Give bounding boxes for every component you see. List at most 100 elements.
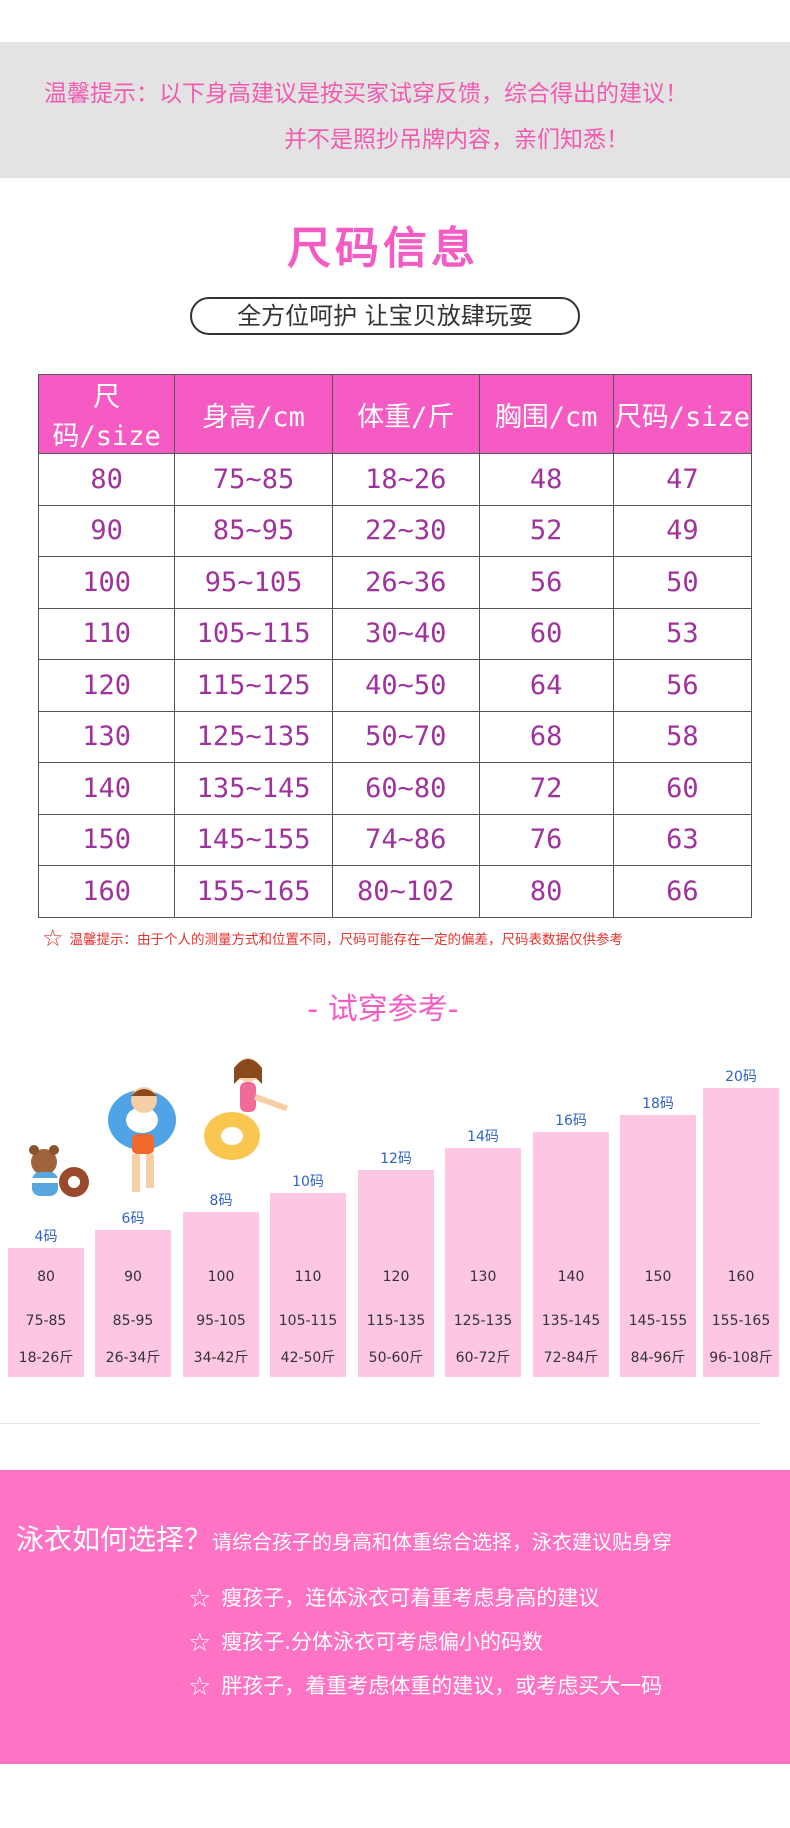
- table-cell: 68: [478, 710, 614, 763]
- table-cell: 64: [478, 659, 614, 712]
- try-on-bar: 100 95-105 34-42斤: [183, 1212, 259, 1377]
- table-cell: 135~145: [174, 762, 333, 815]
- bar-height-label: 135-145: [541, 1313, 601, 1329]
- table-cell: 58: [612, 710, 753, 763]
- table-header-row: 尺码/size 身高/cm 体重/斤 胸围/cm 尺码/size: [38, 374, 752, 454]
- table-cell: 49: [612, 504, 753, 557]
- bar-code-label: 8码: [209, 1193, 233, 1209]
- table-cell: 145~155: [174, 813, 333, 866]
- bar-code-label: 14码: [467, 1129, 499, 1145]
- bar-size-label: 80: [37, 1269, 55, 1285]
- swimsuit-guide: 泳衣如何选择？请综合孩子的身高和体重综合选择，泳衣建议贴身穿 ☆ 瘦孩子，连体泳衣…: [0, 1470, 790, 1764]
- table-cell: 110: [37, 607, 176, 660]
- tip-text: 温馨提示：由于个人的测量方式和位置不同，尺码可能存在一定的偏差，尺码表数据仅供参…: [69, 932, 624, 948]
- bar-code-label: 16码: [555, 1113, 587, 1129]
- table-cell: 75~85: [174, 453, 333, 506]
- table-row: 140 135~145 60~80 72 60: [37, 762, 753, 815]
- bar-height-label: 75-85: [25, 1313, 67, 1329]
- bar-weight-label: 50-60斤: [368, 1350, 424, 1366]
- table-cell: 160: [37, 865, 176, 918]
- bar-size-label: 150: [644, 1269, 672, 1285]
- table-cell: 80: [37, 453, 176, 506]
- bar-height-label: 95-105: [196, 1313, 246, 1329]
- bar-code-label: 4码: [34, 1229, 58, 1245]
- bar-code-label: 12码: [380, 1151, 412, 1167]
- table-cell: 52: [478, 504, 614, 557]
- try-on-bar: 160 155-165 96-108斤: [703, 1088, 779, 1377]
- table-cell: 105~115: [174, 607, 333, 660]
- bar-code-label: 6码: [121, 1211, 145, 1227]
- bar-height-label: 105-115: [278, 1313, 338, 1329]
- table-cell: 22~30: [331, 504, 480, 557]
- try-on-bar: 130 125-135 60-72斤: [445, 1148, 521, 1377]
- table-cell: 50~70: [331, 710, 480, 763]
- bar-weight-label: 96-108斤: [709, 1350, 773, 1366]
- table-cell: 30~40: [331, 607, 480, 660]
- divider: [0, 1423, 760, 1424]
- size-table: 尺码/size 身高/cm 体重/斤 胸围/cm 尺码/size 80 75~85…: [37, 374, 753, 918]
- table-cell: 100: [37, 556, 176, 609]
- bar-code-label: 10码: [292, 1174, 324, 1190]
- header-chest: 胸围/cm: [478, 374, 614, 454]
- table-cell: 115~125: [174, 659, 333, 712]
- bar-weight-label: 34-42斤: [193, 1350, 249, 1366]
- table-cell: 120: [37, 659, 176, 712]
- table-cell: 60~80: [331, 762, 480, 815]
- bar-size-label: 100: [207, 1269, 235, 1285]
- bar-height-label: 115-135: [366, 1313, 426, 1329]
- table-cell: 60: [612, 762, 753, 815]
- boy-with-float-icon: [108, 1087, 176, 1192]
- star-outline-icon: ☆: [188, 1584, 212, 1614]
- table-cell: 95~105: [174, 556, 333, 609]
- size-info-title: 尺码信息: [287, 223, 479, 274]
- try-on-bar: 80 75-85 18-26斤: [8, 1248, 84, 1377]
- bar-height-label: 145-155: [628, 1313, 688, 1329]
- table-cell: 130: [37, 710, 176, 763]
- table-cell: 72: [478, 762, 614, 815]
- table-row: 80 75~85 18~26 48 47: [37, 453, 753, 506]
- table-row: 120 115~125 40~50 64 56: [37, 659, 753, 712]
- bar-height-label: 125-135: [453, 1313, 513, 1329]
- bar-size-label: 140: [557, 1269, 585, 1285]
- table-row: 130 125~135 50~70 68 58: [37, 710, 753, 763]
- star-outline-icon: ☆: [188, 1672, 212, 1702]
- try-on-bar: 150 145-155 84-96斤: [620, 1115, 696, 1377]
- table-cell: 140: [37, 762, 176, 815]
- try-on-bar: 90 85-95 26-34斤: [95, 1230, 171, 1377]
- table-cell: 47: [612, 453, 753, 506]
- table-row: 150 145~155 74~86 76 63: [37, 813, 753, 866]
- bar-size-label: 90: [124, 1269, 142, 1285]
- table-cell: 125~135: [174, 710, 333, 763]
- table-row: 100 95~105 26~36 56 50: [37, 556, 753, 609]
- bar-size-label: 160: [727, 1269, 755, 1285]
- bar-size-label: 110: [294, 1269, 322, 1285]
- guide-item: ☆ 瘦孩子，连体泳衣可着重考虑身高的建议: [188, 1582, 599, 1614]
- table-cell: 60: [478, 607, 614, 660]
- bar-size-label: 120: [382, 1269, 410, 1285]
- notice-line-2: 并不是照抄吊牌内容，亲们知悉！: [284, 127, 629, 153]
- table-cell: 80~102: [331, 865, 480, 918]
- bar-height-label: 85-95: [112, 1313, 154, 1329]
- table-row: 90 85~95 22~30 52 49: [37, 504, 753, 557]
- table-cell: 50: [612, 556, 753, 609]
- bar-code-label: 20码: [725, 1069, 757, 1085]
- table-cell: 80: [478, 865, 614, 918]
- try-on-title: - 试穿参考-: [307, 992, 459, 1027]
- table-cell: 74~86: [331, 813, 480, 866]
- table-cell: 48: [478, 453, 614, 506]
- guide-item: ☆ 瘦孩子.分体泳衣可考虑偏小的码数: [188, 1626, 543, 1658]
- girl-with-float-icon: [204, 1058, 288, 1160]
- bar-height-label: 155-165: [711, 1313, 771, 1329]
- notice-line-1: 温馨提示：以下身高建议是按买家试穿反馈，综合得出的建议！: [44, 81, 688, 107]
- bar-code-label: 18码: [642, 1096, 674, 1112]
- table-cell: 66: [612, 865, 753, 918]
- notice-banner: 温馨提示：以下身高建议是按买家试穿反馈，综合得出的建议！ 并不是照抄吊牌内容，亲…: [0, 42, 790, 178]
- table-cell: 56: [478, 556, 614, 609]
- try-on-bar: 120 115-135 50-60斤: [358, 1170, 434, 1377]
- table-cell: 90: [37, 504, 176, 557]
- try-on-bar: 110 105-115 42-50斤: [270, 1193, 346, 1377]
- guide-subtitle: 请综合孩子的身高和体重综合选择，泳衣建议贴身穿: [212, 1530, 673, 1554]
- bar-weight-label: 18-26斤: [18, 1350, 74, 1366]
- table-cell: 63: [612, 813, 753, 866]
- table-cell: 56: [612, 659, 753, 712]
